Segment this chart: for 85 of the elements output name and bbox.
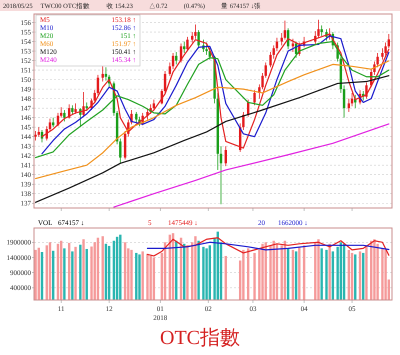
candlestick: [71, 104, 74, 116]
bar: [68, 242, 70, 300]
bar: [292, 250, 294, 300]
bar: [186, 245, 189, 300]
bar: [208, 245, 211, 300]
bar: [202, 246, 205, 300]
bar: [216, 232, 219, 300]
bar: [284, 240, 286, 300]
candlestick: [246, 99, 250, 118]
candlestick: [63, 110, 66, 122]
bar: [205, 248, 208, 300]
bar: [112, 240, 116, 300]
bar: [60, 240, 62, 300]
bar: [164, 242, 166, 300]
line-series: [146, 237, 390, 257]
bar: [183, 244, 186, 300]
bar: [328, 244, 331, 300]
bar: [152, 257, 156, 300]
bar: [276, 244, 278, 300]
bar: [175, 240, 178, 300]
candlestick: [38, 126, 40, 138]
bar: [332, 251, 334, 300]
line-series: [113, 123, 390, 208]
bar: [38, 248, 40, 300]
bar: [86, 248, 88, 300]
bar: [373, 239, 376, 300]
bar: [96, 238, 100, 300]
bar: [124, 242, 126, 300]
bar: [280, 245, 283, 300]
bar: [149, 256, 152, 300]
bar: [362, 252, 364, 300]
bar: [79, 244, 82, 300]
candlestick: [320, 25, 323, 36]
candlestick: [292, 38, 294, 52]
bar: [102, 236, 104, 300]
candlestick: [186, 36, 189, 52]
candlestick: [205, 42, 208, 56]
candlestick: [135, 112, 138, 123]
bar: [46, 245, 48, 300]
bar: [365, 245, 368, 300]
bar: [336, 246, 339, 300]
bar: [381, 248, 384, 300]
bar: [119, 234, 122, 300]
bar: [63, 248, 66, 300]
bar: [294, 251, 298, 300]
bar: [340, 242, 342, 300]
candlestick: [286, 28, 290, 50]
bar: [354, 254, 356, 300]
bar: [348, 250, 350, 300]
bar: [141, 251, 144, 300]
bar: [286, 248, 290, 300]
candlestick: [175, 52, 178, 65]
bar: [104, 244, 108, 300]
bar: [34, 250, 37, 300]
candlestick: [52, 117, 54, 128]
bar: [253, 252, 256, 300]
line-series: [146, 242, 390, 250]
bar: [264, 242, 267, 300]
bar: [74, 246, 77, 300]
bar: [342, 244, 346, 300]
candlestick: [74, 102, 77, 114]
bar: [314, 242, 316, 300]
bar: [246, 248, 250, 300]
text: OTC指數: [160, 327, 240, 349]
bar: [320, 248, 323, 300]
bar: [52, 250, 54, 300]
bar: [108, 246, 110, 300]
candlestick: [253, 90, 256, 106]
bar: [298, 246, 300, 300]
bar: [194, 236, 197, 300]
bar: [242, 250, 245, 300]
line-series: [35, 75, 390, 203]
bar: [197, 240, 200, 300]
bar: [272, 240, 275, 300]
bar: [168, 234, 172, 300]
candlestick: [183, 41, 186, 54]
candlestick: [102, 66, 104, 82]
bar: [116, 236, 118, 300]
bar: [302, 245, 306, 300]
bar: [71, 251, 74, 300]
bar: [135, 252, 138, 300]
bar: [370, 240, 372, 300]
candlestick: [224, 146, 227, 167]
bar: [224, 256, 227, 300]
bar: [384, 250, 387, 300]
